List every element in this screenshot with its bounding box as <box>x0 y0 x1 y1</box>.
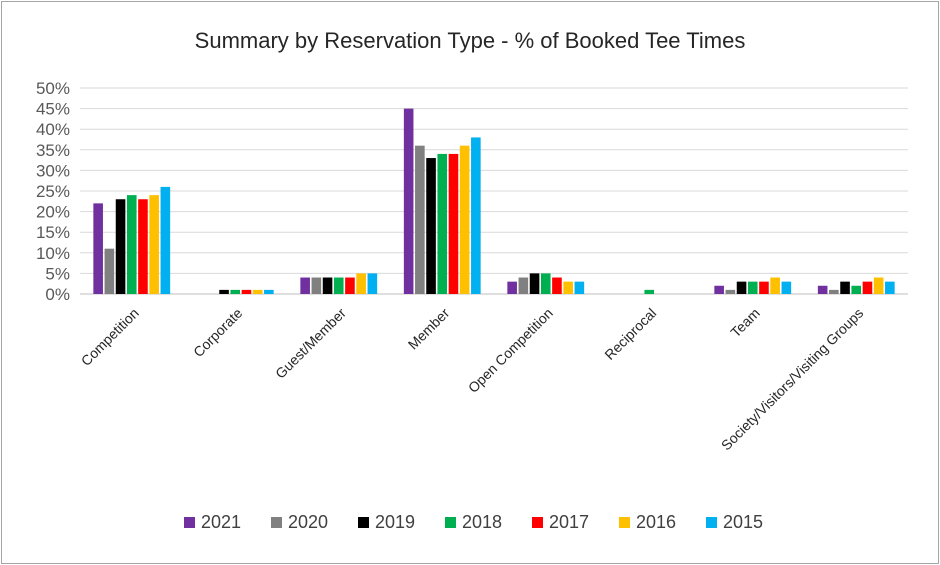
y-tick-label: 35% <box>36 141 70 160</box>
bar-2020 <box>104 248 115 294</box>
y-tick-label: 0% <box>45 285 70 304</box>
y-tick-label: 10% <box>36 244 70 263</box>
bar-2016 <box>873 277 884 294</box>
bar-2018 <box>540 273 551 294</box>
bar-2017 <box>448 153 459 294</box>
y-tick-label: 25% <box>36 182 70 201</box>
legend-swatch-2017 <box>532 517 543 528</box>
legend-swatch-2015 <box>706 517 717 528</box>
legend: 2021 2020 2019 2018 2017 2016 2015 <box>184 512 763 532</box>
chart-title: Summary by Reservation Type - % of Booke… <box>195 28 746 53</box>
bar-2017 <box>862 281 873 294</box>
bar-2018 <box>851 285 862 294</box>
bar-2016 <box>770 277 780 294</box>
bar-2021 <box>817 285 828 294</box>
x-tick-label: Team <box>727 305 763 341</box>
bar-2015 <box>264 289 274 294</box>
legend-swatch-2018 <box>445 517 456 528</box>
bar-2018 <box>747 281 758 294</box>
bar-2017 <box>345 277 355 294</box>
y-axis: 0% 5%10% 15%20% 25% 30%35% 40%45% 50% <box>36 79 70 304</box>
gridlines <box>80 87 908 295</box>
bar-2019 <box>322 277 333 294</box>
bar-2020 <box>518 277 529 294</box>
bar-2016 <box>356 273 366 294</box>
x-tick-label: Member <box>405 305 453 353</box>
bar-2017 <box>552 277 562 294</box>
legend-swatch-2020 <box>271 517 282 528</box>
legend-label-2015: 2015 <box>723 512 763 532</box>
bar-2018 <box>230 289 241 294</box>
legend-label-2020: 2020 <box>288 512 328 532</box>
bar-2020 <box>415 145 425 294</box>
bar-2015 <box>367 273 378 294</box>
bar-2021 <box>507 281 517 294</box>
legend-label-2021: 2021 <box>201 512 241 532</box>
legend-swatch-2019 <box>358 517 369 528</box>
bar-2016 <box>252 289 263 294</box>
bar-2016 <box>459 145 470 294</box>
bar-2017 <box>759 281 769 294</box>
x-tick-label: Guest/Member <box>272 305 349 382</box>
bar-2015 <box>781 281 792 294</box>
bar-2018 <box>333 277 344 294</box>
bars <box>93 108 895 294</box>
y-tick-label: 20% <box>36 203 70 222</box>
bar-2016 <box>149 195 159 294</box>
bar-2015 <box>574 281 585 294</box>
bar-2019 <box>115 199 126 294</box>
bar-2017 <box>241 289 252 294</box>
bar-2017 <box>138 199 148 294</box>
bar-2021 <box>93 203 103 294</box>
y-tick-label: 45% <box>36 100 70 119</box>
bar-2020 <box>311 277 322 294</box>
bar-2018 <box>126 195 137 294</box>
x-axis: Competition Corporate Guest/Member Member Op… <box>78 305 867 454</box>
x-tick-label: Open Competition <box>465 305 556 396</box>
y-tick-label: 5% <box>45 264 70 283</box>
bar-2015 <box>160 186 171 294</box>
y-tick-label: 15% <box>36 223 70 242</box>
y-tick-label: 30% <box>36 161 70 180</box>
bar-2019 <box>426 158 436 294</box>
bar-2021 <box>300 277 310 294</box>
bar-2016 <box>563 281 573 294</box>
x-tick-label: Corporate <box>190 305 245 360</box>
y-tick-label: 50% <box>36 79 70 98</box>
legend-label-2019: 2019 <box>375 512 415 532</box>
bar-2019 <box>736 281 747 294</box>
legend-label-2017: 2017 <box>549 512 589 532</box>
bar-2015 <box>885 281 895 294</box>
y-tick-label: 40% <box>36 120 70 139</box>
x-tick-label: Competition <box>78 305 142 369</box>
x-tick-label: Reciprocal <box>601 305 659 363</box>
bar-2018 <box>437 153 448 294</box>
bar-2019 <box>840 281 850 294</box>
bar-2021 <box>714 285 724 294</box>
legend-swatch-2021 <box>184 517 195 528</box>
bar-2020 <box>725 289 736 294</box>
legend-label-2018: 2018 <box>462 512 502 532</box>
bar-2019 <box>529 273 540 294</box>
bar-2021 <box>403 108 414 294</box>
bar-2020 <box>829 289 839 294</box>
legend-swatch-2016 <box>619 517 630 528</box>
bar-2019 <box>219 289 229 294</box>
bar-2018 <box>644 289 655 294</box>
legend-label-2016: 2016 <box>636 512 676 532</box>
bar-2015 <box>471 137 481 294</box>
